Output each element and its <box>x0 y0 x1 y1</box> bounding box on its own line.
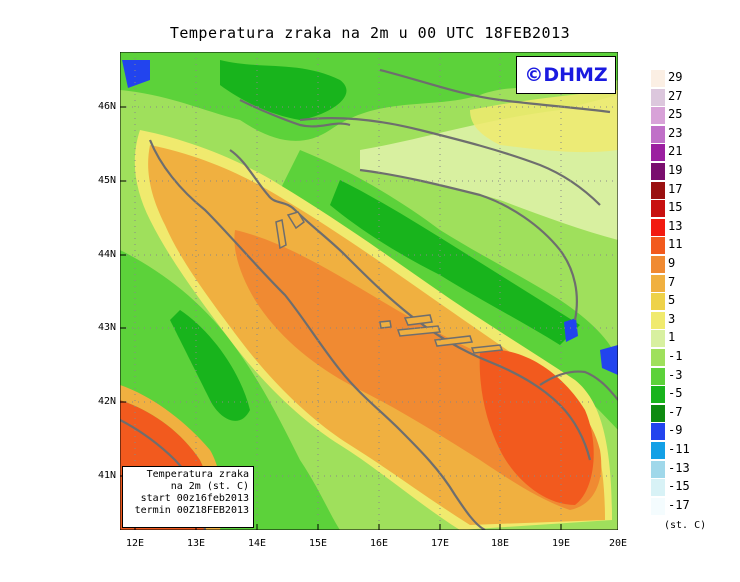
lon-label-15e: 15E <box>308 538 328 549</box>
colorbar-swatch <box>651 349 665 366</box>
colorbar-label: -17 <box>668 497 690 512</box>
colorbar-label: 13 <box>668 218 683 233</box>
colorbar-swatch <box>651 460 665 478</box>
croatia-border <box>299 116 601 206</box>
colorbar-swatch <box>651 293 665 311</box>
colorbar-swatch <box>651 181 665 199</box>
colorbar-swatch <box>651 218 665 236</box>
colorbar-label: -1 <box>668 349 683 363</box>
lon-label-19e: 19E <box>551 538 571 549</box>
colorbar-swatch <box>651 163 665 180</box>
colorbar-swatch <box>651 367 665 385</box>
montenegro-border <box>539 370 618 401</box>
lat-label-43n: 43N <box>97 322 116 333</box>
colorbar-swatch <box>651 107 665 125</box>
south-adriatic-warm <box>479 349 594 505</box>
cold-spot-east <box>600 345 618 375</box>
colorbar-label: 15 <box>668 200 683 215</box>
info-line-3: start 00z16feb2013 <box>140 493 249 504</box>
colorbar-label: -3 <box>668 367 683 382</box>
colorbar-label: 29 <box>668 70 683 84</box>
info-line-4: termin 00Z18FEB2013 <box>134 505 249 516</box>
island-krk <box>286 211 305 230</box>
island-korcula <box>433 335 474 347</box>
colorbar-label: 9 <box>668 256 676 270</box>
colorbar-label: -15 <box>668 479 690 494</box>
lat-label-41n: 41N <box>97 470 116 481</box>
dinaric-dark <box>330 180 580 345</box>
info-box: Temperatura zraka na 2m (st. C) start 00… <box>122 466 254 528</box>
colorbar-label: -7 <box>668 404 683 419</box>
colorbar-label: 23 <box>668 125 683 140</box>
lat-label-46n: 46N <box>97 101 116 112</box>
colorbar-swatch <box>651 386 665 404</box>
colorbar-label: -9 <box>668 423 683 438</box>
colorbar-swatch <box>651 274 665 292</box>
island-mljet <box>470 344 504 354</box>
lon-label-13e: 13E <box>186 538 206 549</box>
lon-label-18e: 18E <box>490 538 510 549</box>
bosnia-border <box>359 168 578 321</box>
colorbar-label: 11 <box>668 237 683 252</box>
colorbar-label: -11 <box>668 442 690 456</box>
colorbar-swatch <box>651 442 665 459</box>
colorbar-label: 1 <box>668 330 676 345</box>
colorbar-swatch <box>651 330 665 348</box>
istria-dalmatia-coast <box>229 149 592 461</box>
lon-label-14e: 14E <box>247 538 267 549</box>
slovenia-border <box>239 99 351 128</box>
island-hvar <box>396 325 442 337</box>
colorbar-swatch <box>651 88 665 106</box>
island-cres <box>275 219 287 250</box>
colorbar-label: -13 <box>668 460 690 475</box>
colorbar-swatch <box>651 311 665 329</box>
lon-label-12e: 12E <box>125 538 145 549</box>
lon-label-17e: 17E <box>430 538 450 549</box>
temperature-map <box>120 52 618 530</box>
island-vis <box>379 320 392 329</box>
island-brac <box>403 314 433 326</box>
colorbar-label: -5 <box>668 386 683 401</box>
colorbar-label: 7 <box>668 274 676 289</box>
map-title: Temperatura zraka na 2m u 00 UTC 18FEB20… <box>169 24 571 42</box>
pannonian-yellow <box>470 90 618 153</box>
colorbar-swatch <box>651 200 665 218</box>
colorbar-label: 21 <box>668 144 683 159</box>
lat-label-45n: 45N <box>97 175 116 186</box>
dhmz-watermark: ©DHMZ <box>516 56 616 94</box>
colorbar-label: 19 <box>668 163 683 177</box>
info-line-1: Temperatura zraka <box>146 469 249 480</box>
colorbar-label: 5 <box>668 293 676 308</box>
colorbar-label: 17 <box>668 181 683 196</box>
lon-label-20e: 20E <box>608 538 628 549</box>
colorbar-label: 27 <box>668 88 683 103</box>
lon-label-16e: 16E <box>369 538 389 549</box>
colorbar-label: 3 <box>668 311 676 326</box>
colorbar-swatch <box>651 479 665 497</box>
ticks <box>120 106 562 530</box>
colorbar-swatch <box>651 404 665 422</box>
info-line-2: na 2m (st. C) <box>170 481 249 492</box>
colorbar-swatch <box>651 144 665 162</box>
italy-east-coast <box>148 139 486 530</box>
colorbar-swatch <box>651 497 665 515</box>
cold-spot-bosnia <box>564 318 578 342</box>
apennine-dark <box>170 310 250 421</box>
lat-label-42n: 42N <box>97 396 116 407</box>
graticule <box>120 52 618 530</box>
cold-spot-nw <box>122 60 150 88</box>
colorbar-swatch <box>651 70 665 87</box>
colorbar-swatch <box>651 125 665 143</box>
colorbar-swatch <box>651 256 665 273</box>
colorbar-swatch <box>651 423 665 441</box>
lat-label-44n: 44N <box>97 249 116 260</box>
colorbar-swatch <box>651 237 665 255</box>
alps-dark <box>220 60 347 120</box>
hungary-border <box>379 68 611 114</box>
colorbar-label: 25 <box>668 107 683 122</box>
units-label: (st. C) <box>664 520 707 531</box>
